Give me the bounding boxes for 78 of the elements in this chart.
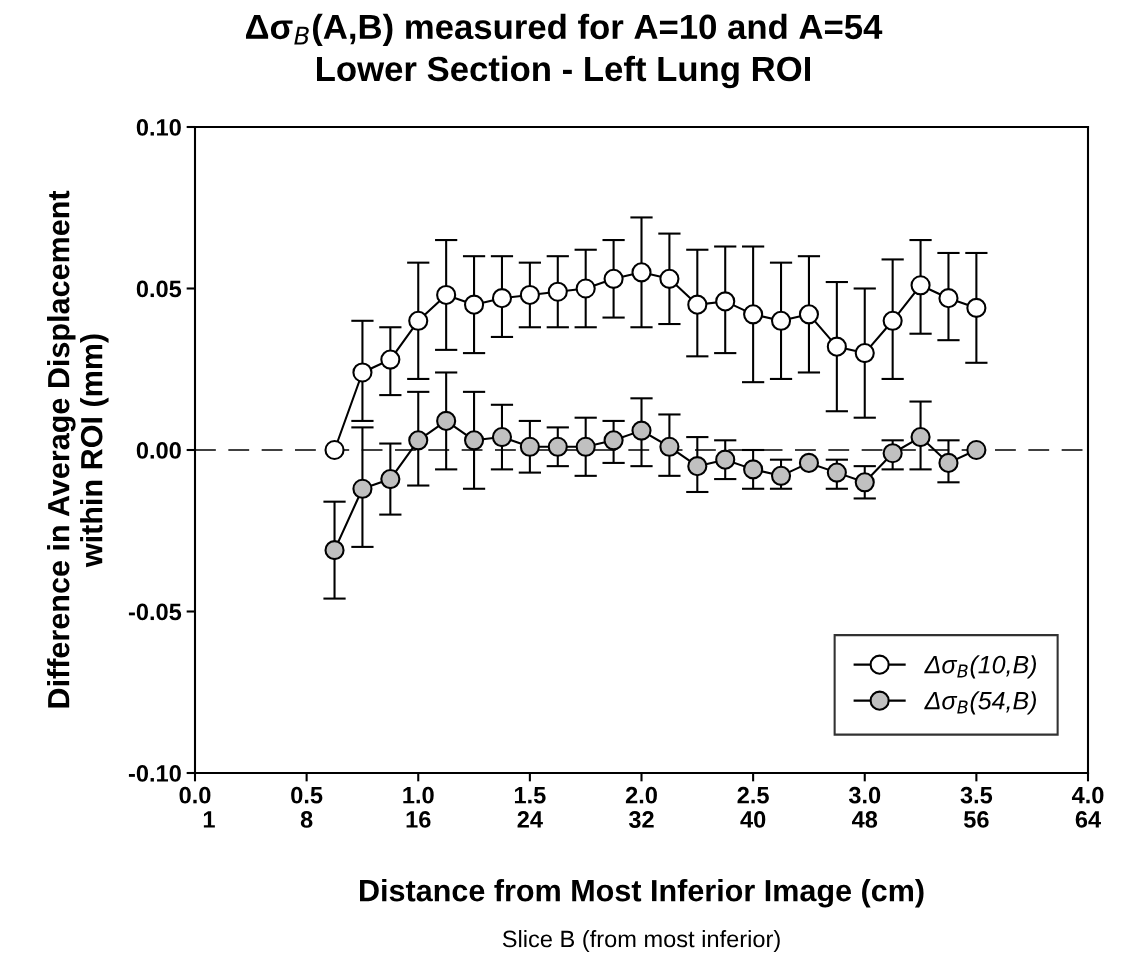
x-tick-label: 1.0 [403, 786, 434, 804]
point [854, 472, 875, 493]
point [826, 462, 847, 483]
point [938, 288, 959, 309]
point [631, 262, 652, 283]
y-tick-label: 0.00 [136, 442, 181, 459]
x2-tick-label: 56 [963, 811, 989, 828]
y-tick-label: -0.10 [128, 765, 181, 782]
point [715, 449, 736, 470]
y-tick-label: 0.05 [136, 280, 182, 298]
point [519, 284, 540, 306]
x2-tick-label: 32 [628, 811, 654, 828]
point [491, 288, 513, 309]
chart-title: Δσ$_{B}$(A,B) measured for A=10 and A=54 [245, 13, 883, 47]
point [436, 284, 457, 306]
point [631, 420, 652, 441]
point [436, 410, 457, 431]
point [826, 336, 847, 357]
point [743, 459, 764, 480]
point [603, 268, 624, 289]
point [687, 294, 708, 315]
x2-tick-label: 40 [740, 811, 766, 828]
y-axis-title: Difference in Average Displacement within ROI (mm) [47, 190, 109, 708]
point [380, 469, 401, 490]
point [659, 436, 680, 457]
point [910, 427, 931, 448]
x2-tick-label: 24 [517, 811, 543, 828]
point [687, 456, 708, 477]
x-axis-title: Distance from Most Inferior Image (cm) [360, 879, 924, 908]
point [715, 291, 736, 312]
point [743, 304, 764, 325]
point [882, 310, 903, 331]
point [798, 452, 820, 473]
point [966, 439, 987, 461]
x-tick-label: 2.0 [625, 786, 657, 804]
x-tick-label: 3.0 [848, 786, 881, 804]
point [519, 436, 540, 457]
x2-tick-label: 1 [203, 811, 215, 828]
x-tick-label: 3.5 [960, 786, 993, 804]
point [575, 436, 596, 457]
point [463, 294, 485, 315]
x-tick-label: 1.5 [514, 787, 546, 804]
point [575, 278, 596, 299]
x2-axis-title: Slice B (from most inferior) [502, 930, 780, 952]
point [352, 362, 373, 383]
point [770, 310, 792, 331]
point [491, 427, 513, 448]
y-tick-label: -0.05 [128, 603, 182, 621]
point [380, 349, 401, 370]
point [463, 430, 485, 451]
x2-tick-label: 64 [1075, 811, 1102, 828]
x-tick-label: 0.5 [291, 786, 323, 804]
point [882, 443, 903, 464]
point [659, 268, 680, 289]
point [408, 310, 429, 331]
x2-tick-label: 48 [851, 811, 878, 828]
point [603, 430, 624, 451]
chart-subtitle: Lower Section - Left Lung ROI [317, 55, 811, 89]
x2-tick-label: 8 [300, 811, 313, 828]
point [547, 436, 568, 457]
point [324, 540, 345, 561]
point [910, 275, 931, 296]
legend-label: Δσ$_{B}$(54,B) [924, 691, 1037, 715]
x-tick-label: 4.0 [1071, 786, 1104, 804]
point [798, 304, 820, 325]
x-tick-label: 2.5 [737, 786, 769, 804]
point [938, 452, 959, 473]
point [966, 297, 987, 318]
x2-tick-label: 16 [406, 811, 431, 828]
point [854, 343, 875, 364]
point [770, 465, 792, 486]
point [324, 439, 345, 461]
y-tick-label: 0.10 [136, 119, 181, 136]
x-tick-label: 0.0 [179, 786, 211, 804]
point [408, 430, 429, 451]
point [352, 478, 373, 499]
point [547, 281, 568, 302]
legend-label: Δσ$_{B}$(10,B) [924, 655, 1037, 679]
